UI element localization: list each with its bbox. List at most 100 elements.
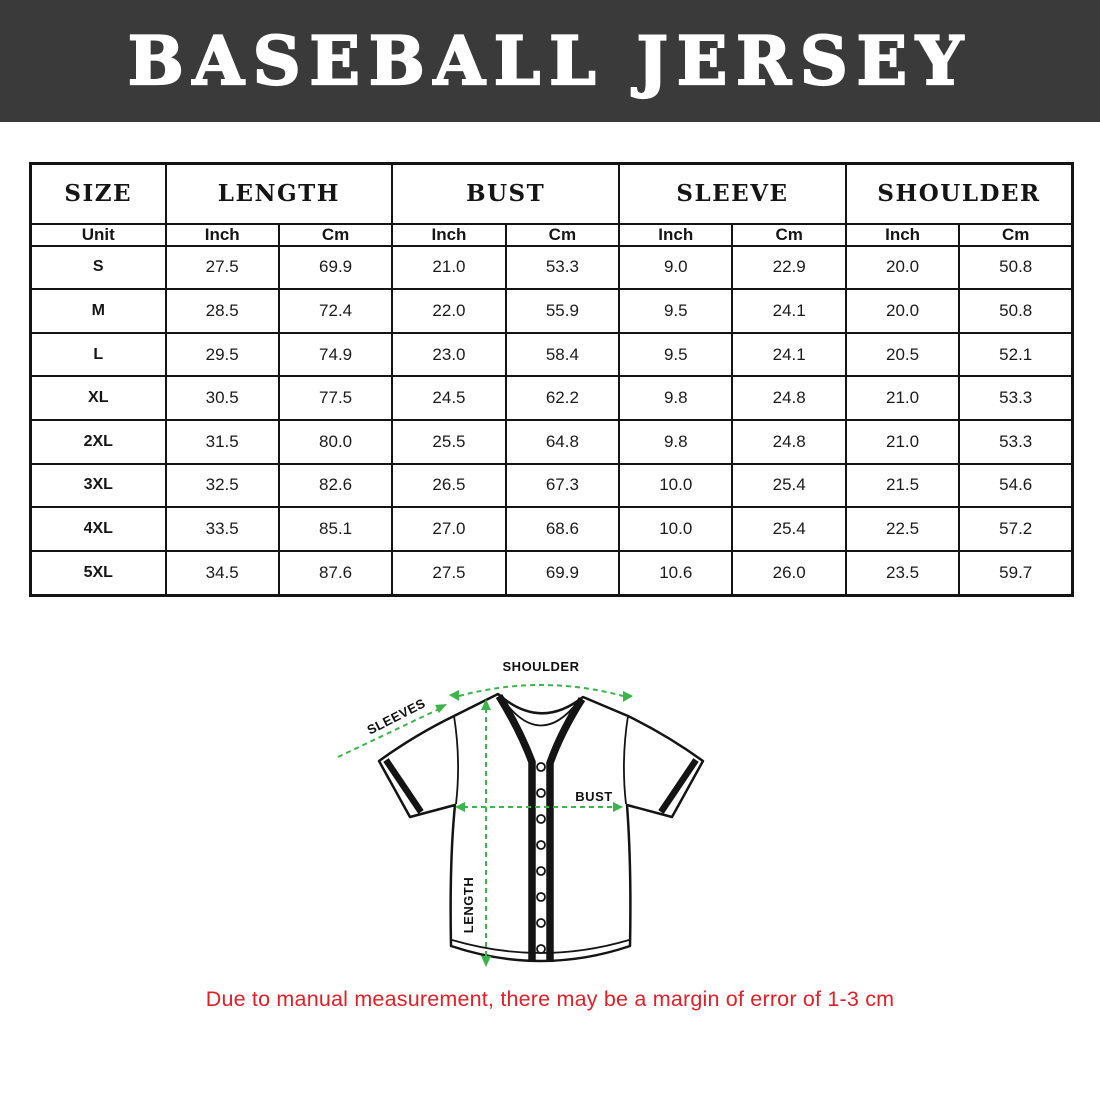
value-cell: 9.8 [618, 375, 734, 421]
value-cell: 54.6 [958, 462, 1074, 509]
value-cell: 55.9 [504, 288, 621, 334]
value-cell: 20.0 [844, 244, 961, 291]
value-cell: 57.2 [958, 506, 1074, 552]
sub-header-cm-3: Cm [504, 222, 621, 247]
value-cell: 22.5 [844, 506, 961, 552]
value-cell: 23.5 [844, 549, 961, 597]
value-cell: 9.0 [618, 244, 734, 291]
size-cell-4xl: 4XL [29, 506, 167, 552]
value-cell: 26.5 [391, 462, 507, 509]
value-cell: 27.5 [391, 549, 507, 597]
size-row-4xl: 4XL 33.5 85.1 27.0 68.6 10.0 25.4 22.5 57.2 [29, 506, 1074, 552]
sub-header-cm-1: Cm [277, 222, 394, 247]
value-cell: 77.5 [277, 375, 394, 421]
sub-header-inch-0: Inch [164, 222, 280, 247]
size-row-2xl: 2XL 31.5 80.0 25.5 64.8 9.8 24.8 21.0 53.3 [29, 419, 1074, 465]
size-cell-5xl: 5XL [29, 549, 167, 597]
value-cell: 72.4 [277, 288, 394, 334]
value-cell: 53.3 [958, 375, 1074, 421]
measurement-error-note: Due to manual measurement, there may be … [205, 987, 895, 1011]
column-header-sleeve: SLEEVE [618, 162, 847, 225]
value-cell: 22.0 [391, 288, 507, 334]
size-row-5xl: 5XL 34.5 87.6 27.5 69.9 10.6 26.0 23.5 59.7 [29, 549, 1074, 597]
page-title: BASEBALL JERSEY [127, 21, 973, 101]
jersey-buttons [536, 762, 546, 954]
value-cell: 24.1 [731, 288, 847, 334]
value-cell: 10.6 [618, 549, 734, 597]
value-cell: 21.0 [844, 419, 961, 465]
size-row-xl: XL 30.5 77.5 24.5 62.2 9.8 24.8 21.0 53.3 [29, 375, 1074, 421]
sub-header-inch-4: Inch [618, 222, 734, 247]
value-cell: 9.5 [618, 331, 734, 378]
value-cell: 24.8 [731, 419, 847, 465]
value-cell: 28.5 [164, 288, 280, 334]
value-cell: 32.5 [164, 462, 280, 509]
measurement-lines [337, 684, 624, 958]
value-cell: 21.0 [844, 375, 961, 421]
value-cell: 9.5 [618, 288, 734, 334]
value-cell: 30.5 [164, 375, 280, 421]
value-cell: 25.4 [731, 462, 847, 509]
size-table-body: S 27.5 69.9 21.0 53.3 9.0 22.9 20.0 50.8 M 28.5 72.… [29, 244, 1074, 597]
size-chart-table: SIZE LENGTH BUST SLEEVE SHOULDER Unit Inch Cm In… [29, 162, 1075, 597]
value-cell: 33.5 [164, 506, 280, 552]
jersey-placket-bands [495, 694, 586, 962]
value-cell: 50.8 [958, 288, 1074, 334]
title-banner: BASEBALL JERSEY [0, 0, 1100, 122]
value-cell: 67.3 [504, 462, 621, 509]
size-cell-3xl: 3XL [29, 462, 167, 509]
shoulder-measure-line [458, 684, 624, 697]
sleeves-measure-line [337, 708, 440, 758]
column-header-length: LENGTH [164, 162, 394, 225]
value-cell: 24.1 [731, 331, 847, 378]
length-label: LENGTH [461, 877, 476, 933]
value-cell: 26.0 [731, 549, 847, 597]
column-header-size: SIZE [29, 162, 167, 225]
value-cell: 52.1 [958, 331, 1074, 378]
value-cell: 62.2 [504, 375, 621, 421]
sleeves-label: SLEEVES [365, 695, 428, 737]
sub-header-cm-5: Cm [731, 222, 847, 247]
value-cell: 69.9 [504, 549, 621, 597]
value-cell: 50.8 [958, 244, 1074, 291]
value-cell: 64.8 [504, 419, 621, 465]
value-cell: 27.0 [391, 506, 507, 552]
jersey-cuff-stripes [383, 758, 699, 814]
value-cell: 24.8 [731, 375, 847, 421]
size-cell-xl: XL [29, 375, 167, 421]
value-cell: 59.7 [958, 549, 1074, 597]
size-cell-m: M [29, 288, 167, 334]
value-cell: 53.3 [504, 244, 621, 291]
value-cell: 82.6 [277, 462, 394, 509]
value-cell: 31.5 [164, 419, 280, 465]
jersey-measurement-diagram: SHOULDER SLEEVES BUST LENGTH [337, 659, 705, 967]
value-cell: 85.1 [277, 506, 394, 552]
sub-header-cm-7: Cm [958, 222, 1074, 247]
value-cell: 58.4 [504, 331, 621, 378]
column-header-shoulder: SHOULDER [844, 162, 1074, 225]
value-cell: 24.5 [391, 375, 507, 421]
sub-header-inch-2: Inch [391, 222, 507, 247]
column-header-bust: BUST [391, 162, 621, 225]
size-table-head: SIZE LENGTH BUST SLEEVE SHOULDER Unit Inch Cm In… [29, 162, 1074, 247]
value-cell: 29.5 [164, 331, 280, 378]
value-cell: 27.5 [164, 244, 280, 291]
value-cell: 21.5 [844, 462, 961, 509]
value-cell: 25.5 [391, 419, 507, 465]
size-cell-s: S [29, 244, 167, 291]
size-row-l: L 29.5 74.9 23.0 58.4 9.5 24.1 20.5 52.1 [29, 331, 1074, 378]
value-cell: 22.9 [731, 244, 847, 291]
value-cell: 69.9 [277, 244, 394, 291]
size-cell-l: L [29, 331, 167, 378]
value-cell: 74.9 [277, 331, 394, 378]
value-cell: 68.6 [504, 506, 621, 552]
bust-label: BUST [575, 789, 612, 804]
value-cell: 20.5 [844, 331, 961, 378]
value-cell: 9.8 [618, 419, 734, 465]
size-row-3xl: 3XL 32.5 82.6 26.5 67.3 10.0 25.4 21.5 54.6 [29, 462, 1074, 509]
value-cell: 21.0 [391, 244, 507, 291]
value-cell: 20.0 [844, 288, 961, 334]
value-cell: 87.6 [277, 549, 394, 597]
unit-header-cell: Unit [29, 222, 167, 247]
shoulder-label: SHOULDER [503, 659, 580, 674]
